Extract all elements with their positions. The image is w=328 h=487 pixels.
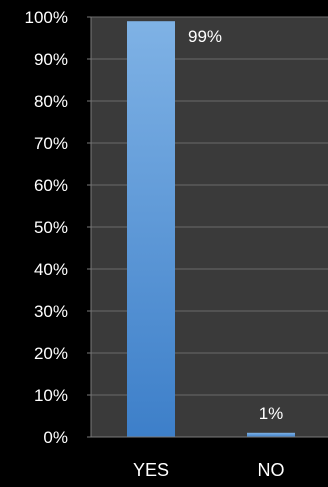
- y-tick-label: 10%: [34, 386, 68, 405]
- y-tick-label: 50%: [34, 218, 68, 237]
- y-tick-label: 90%: [34, 50, 68, 69]
- y-tick-label: 20%: [34, 344, 68, 363]
- y-tick-label: 30%: [34, 302, 68, 321]
- y-tick-label: 70%: [34, 134, 68, 153]
- labels: 0% 10% 20% 30% 40% 50% 60% 70% 80% 90% 100% 99% YES 1…: [25, 8, 285, 480]
- bar-yes: [127, 21, 175, 437]
- axes: [87, 16, 328, 438]
- bar-no: [247, 432, 295, 437]
- x-category-label: YES: [133, 460, 169, 480]
- data-label-no: 1%: [259, 404, 284, 423]
- data-label-yes: 99%: [188, 27, 222, 46]
- y-tick-label: 40%: [34, 260, 68, 279]
- y-tick-label: 80%: [34, 92, 68, 111]
- y-tick-label: 100%: [25, 8, 68, 27]
- y-tick-label: 60%: [34, 176, 68, 195]
- y-tick-label: 0%: [43, 428, 68, 447]
- x-category-label: NO: [258, 460, 285, 480]
- bars: [127, 21, 295, 437]
